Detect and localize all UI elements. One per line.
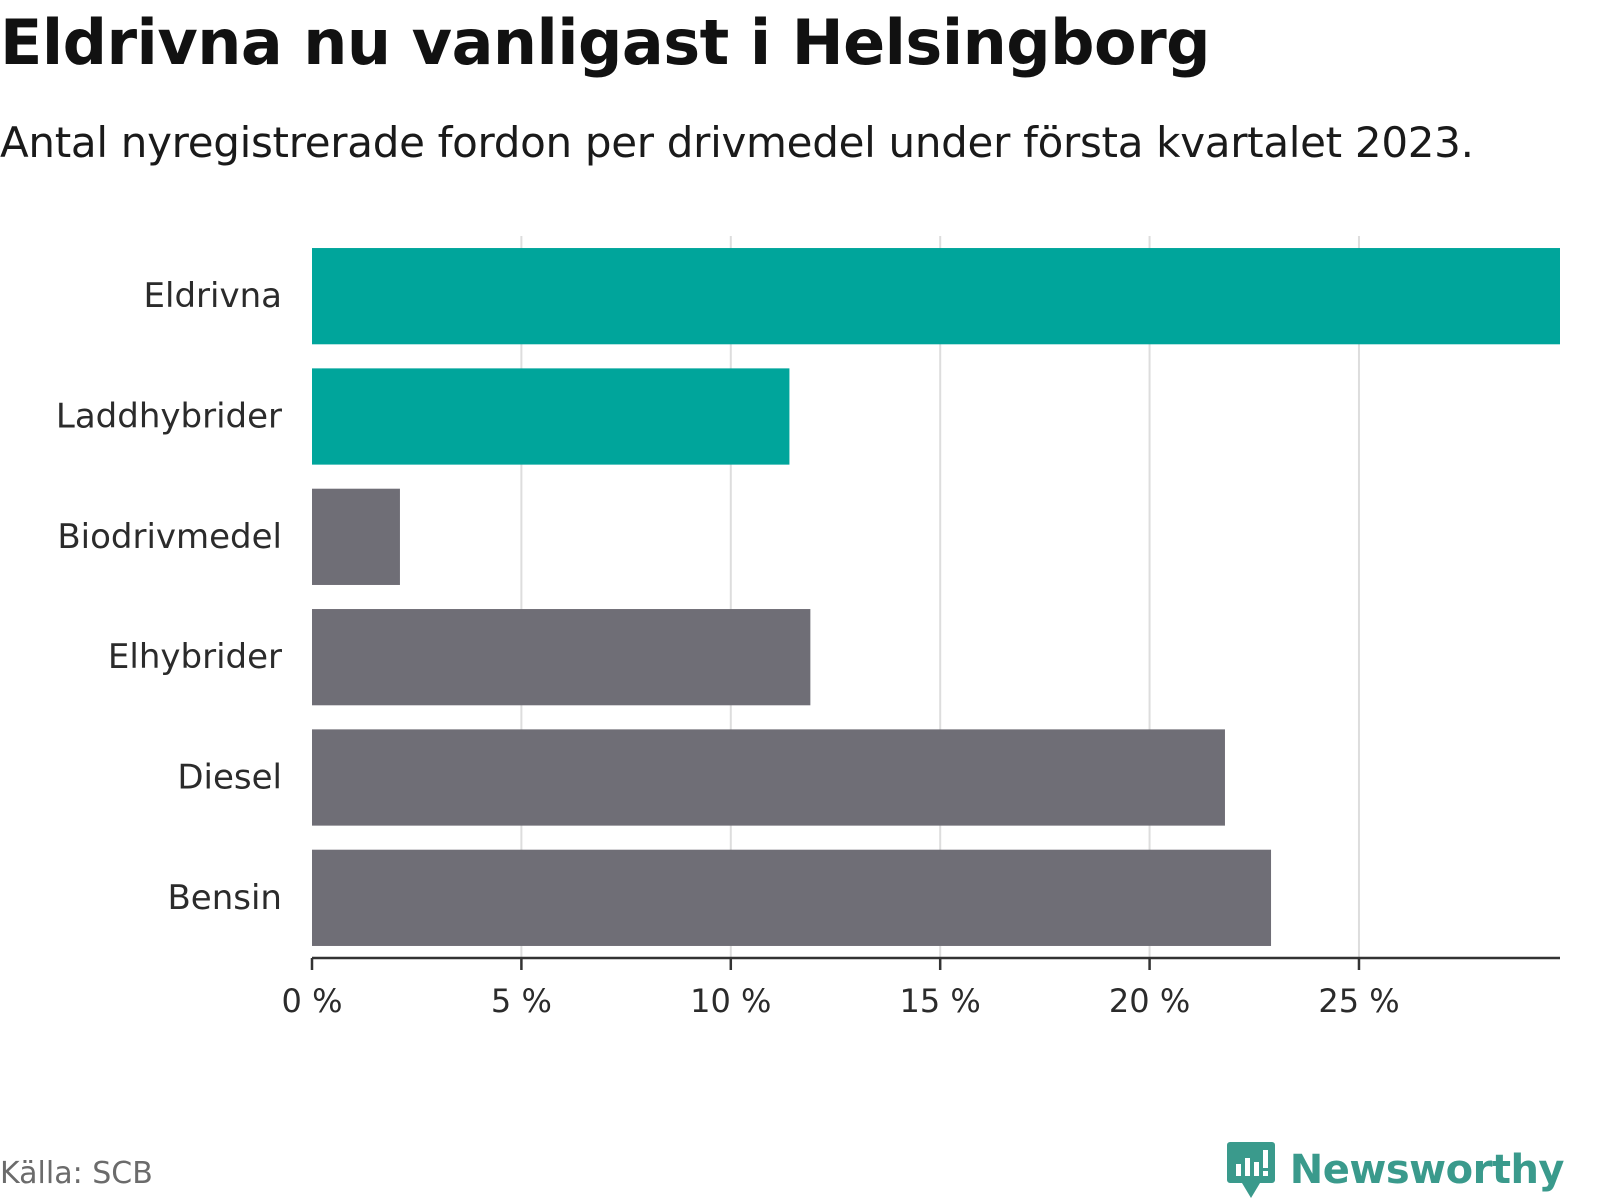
x-axis: 0 % 5 % 10 % 15 % 20 % 25 %: [282, 956, 1560, 1020]
bars: [312, 248, 1560, 946]
bar-eldrivna: [312, 248, 1560, 345]
x-tick-label: 5 %: [491, 982, 552, 1020]
bar-elhybrider: [312, 609, 811, 706]
x-tick-label: 25 %: [1318, 982, 1399, 1020]
newsworthy-logo-icon: [1226, 1142, 1275, 1198]
category-label: Elhybrider: [108, 637, 282, 677]
category-label: Eldrivna: [144, 276, 282, 316]
x-tick-label: 0 %: [282, 982, 343, 1020]
brand-logo: Newsworthy: [1226, 1140, 1565, 1200]
brand-name: Newsworthy: [1289, 1147, 1565, 1193]
source-note: Källa: SCB: [0, 1156, 153, 1191]
chart-subtitle: Antal nyregistrerade fordon per drivmede…: [0, 118, 1474, 167]
chart-title: Eldrivna nu vanligast i Helsingborg: [0, 6, 1211, 79]
category-label: Diesel: [177, 758, 282, 798]
bar-biodrivmedel: [312, 488, 400, 585]
bar-chart: Eldrivna Laddhybrider Biodrivmedel Elhybrid…: [56, 236, 1560, 1020]
x-tick-label: 15 %: [900, 982, 981, 1020]
category-label: Bensin: [167, 878, 282, 918]
bar-laddhybrider: [312, 368, 790, 465]
category-labels: Eldrivna Laddhybrider Biodrivmedel Elhybrid…: [56, 276, 282, 918]
bar-diesel: [312, 729, 1225, 826]
gridlines: [520, 236, 1360, 958]
x-tick-label: 10 %: [690, 982, 771, 1020]
bar-bensin: [312, 849, 1272, 946]
category-label: Biodrivmedel: [57, 517, 282, 557]
category-label: Laddhybrider: [56, 397, 282, 437]
x-tick-label: 20 %: [1109, 982, 1190, 1020]
